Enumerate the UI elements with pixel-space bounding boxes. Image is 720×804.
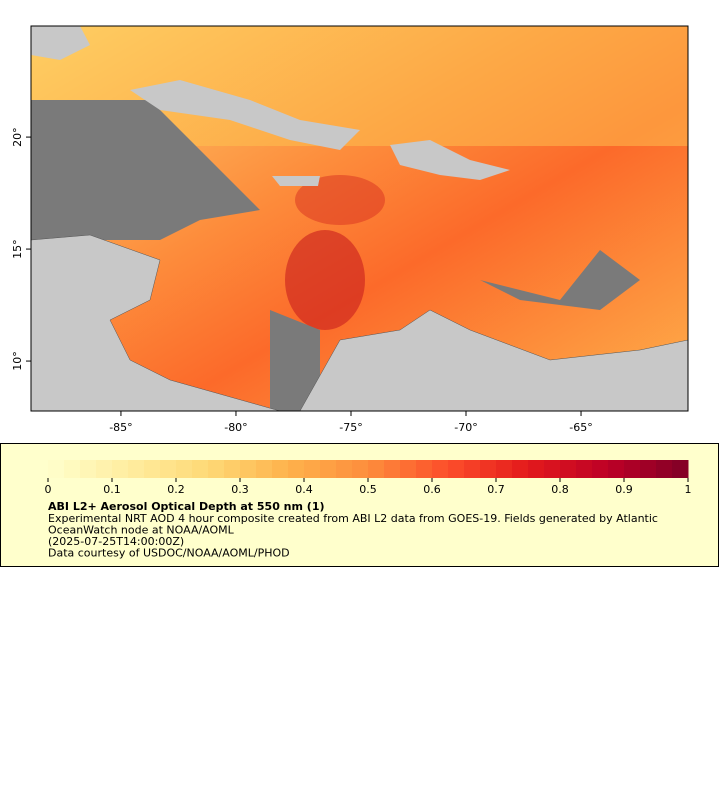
colorbar-swatch: [352, 460, 369, 478]
colorbar-swatch: [144, 460, 161, 478]
colorbar-swatch: [384, 460, 401, 478]
legend-title: ABI L2+ Aerosol Optical Depth at 550 nm …: [48, 500, 325, 513]
plot-frame: [30, 25, 689, 412]
colorbar-swatch: [560, 460, 577, 478]
colorbar-swatch: [448, 460, 465, 478]
colorbar-swatch: [592, 460, 609, 478]
colorbar-tick-label: 0.6: [423, 483, 441, 496]
colorbar-swatch: [272, 460, 289, 478]
colorbar-swatch: [480, 460, 497, 478]
colorbar-swatch: [208, 460, 225, 478]
legend-line: (2025-07-25T14:00:00Z): [48, 535, 184, 548]
colorbar-swatch: [128, 460, 145, 478]
x-tick-label: -85°: [109, 421, 132, 434]
colorbar-tick-label: 0: [45, 483, 52, 496]
colorbar-tick-label: 0.2: [167, 483, 185, 496]
y-tick-label: 20°: [11, 127, 24, 147]
cloud: [31, 100, 260, 240]
land: [31, 234, 281, 411]
colorbar-tick-label: 1: [685, 483, 692, 496]
y-tick-label: 15°: [11, 239, 24, 258]
colorbar-tick-label: 0.9: [615, 483, 633, 496]
land: [390, 140, 510, 180]
colorbar-swatch: [432, 460, 449, 478]
colorbar-swatch: [624, 460, 641, 478]
land: [299, 309, 688, 411]
colorbar-swatch: [80, 460, 97, 478]
colorbar-swatch: [304, 460, 321, 478]
colorbar-swatch: [320, 460, 337, 478]
colorbar-swatch: [608, 460, 625, 478]
cloud: [270, 310, 320, 411]
land: [272, 176, 320, 186]
colorbar-swatch: [288, 460, 305, 478]
colorbar-swatch: [176, 460, 193, 478]
colorbar-tick-label: 0.5: [359, 483, 377, 496]
colorbar-swatch: [512, 460, 529, 478]
colorbar-swatch: [336, 460, 353, 478]
colorbar-swatch: [64, 460, 81, 478]
colorbar-swatch: [400, 460, 417, 478]
x-tick-label: -75°: [339, 421, 362, 434]
colorbar-swatch: [640, 460, 657, 478]
colorbar-swatch: [576, 460, 593, 478]
colorbar-swatch: [416, 460, 433, 478]
legend-line: Data courtesy of USDOC/NOAA/AOML/PHOD: [48, 547, 290, 560]
colorbar-swatch: [160, 460, 177, 478]
colorbar-swatch: [256, 460, 273, 478]
colorbar-swatch: [464, 460, 481, 478]
x-tick-label: -70°: [454, 421, 477, 434]
colorbar-tick-label: 0.7: [487, 483, 505, 496]
land: [31, 26, 90, 60]
colorbar-tick-label: 0.8: [551, 483, 569, 496]
colorbar-swatch: [48, 460, 65, 478]
colorbar-swatch: [240, 460, 257, 478]
colorbar-swatch: [96, 460, 113, 478]
colorbar-swatch: [224, 460, 241, 478]
y-tick-label: 10°: [11, 351, 24, 371]
cloud: [480, 250, 640, 310]
colorbar-swatch: [496, 460, 513, 478]
colorbar-swatch: [368, 460, 385, 478]
aod-field: [295, 175, 385, 225]
colorbar-swatch: [528, 460, 545, 478]
legend-line: OceanWatch node at NOAA/AOML: [48, 524, 235, 537]
colorbar-swatch: [544, 460, 561, 478]
colorbar-swatch: [192, 460, 209, 478]
colorbar-swatch: [112, 460, 129, 478]
colorbar-swatch: [656, 460, 673, 478]
x-tick-label: -65°: [569, 421, 592, 434]
legend-line: Experimental NRT AOD 4 hour composite cr…: [48, 512, 658, 525]
colorbar-tick-label: 0.1: [103, 483, 121, 496]
map: [31, 26, 688, 411]
colorbar-swatch: [672, 460, 689, 478]
colorbar-tick-label: 0.4: [295, 483, 313, 496]
land: [130, 80, 360, 150]
aod-field: [285, 230, 365, 330]
colorbar-tick-label: 0.3: [231, 483, 249, 496]
x-tick-label: -80°: [224, 421, 247, 434]
